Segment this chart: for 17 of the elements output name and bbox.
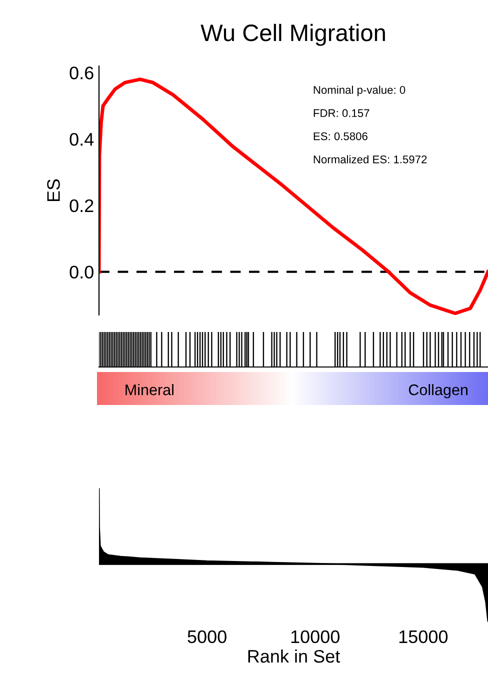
chart-title: Wu Cell Migration — [200, 24, 385, 46]
y-axis-title: ES — [47, 179, 60, 202]
text: Mineral — [126, 384, 174, 396]
x-tick-label: 10000 — [291, 630, 340, 644]
x-axis-title: Rank in Set — [248, 649, 340, 663]
annotation: Normalized ES: 1.5972 — [314, 155, 427, 164]
y-tick-label: 0.4 — [70, 132, 94, 146]
annotation: ES: 0.5806 — [314, 132, 368, 140]
y-tick-label: 0.2 — [70, 199, 94, 212]
annotation: FDR: 0.157 — [314, 109, 370, 118]
x-tick-label: 15000 — [399, 630, 448, 644]
x-tick-label: 5000 — [188, 630, 226, 644]
annotation: Nominal p-value: 0 — [314, 86, 406, 96]
y-tick-label: 0.0 — [70, 266, 94, 279]
text: Collagen — [408, 384, 468, 398]
line-series — [99, 78, 488, 315]
y-tick-label: 0.6 — [70, 66, 94, 80]
